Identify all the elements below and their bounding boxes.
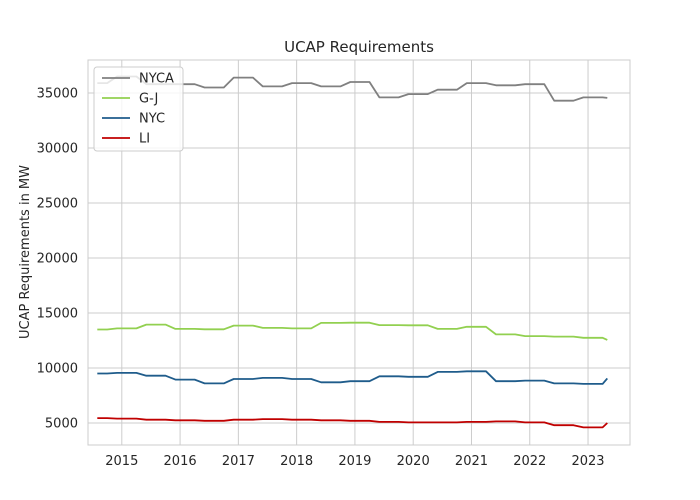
x-tick-label: 2016 [164,454,197,469]
series-line-nyc [97,370,608,385]
legend-entry: NYCA [139,72,174,87]
x-tick-label: 2023 [571,454,604,469]
x-tick-label: 2020 [397,454,430,469]
chart-title: UCAP Requirements [284,38,434,56]
x-tick-label: 2021 [455,454,488,469]
series-line-li [97,417,608,429]
legend-entry: G-J [139,92,158,107]
x-tick-label: 2017 [222,454,255,469]
x-tick-label: 2015 [105,454,138,469]
x-tick-label: 2018 [280,454,313,469]
legend-entry: NYC [139,112,165,127]
y-axis-label: UCAP Requirements in MW [18,165,33,339]
y-tick-label: 35000 [37,87,78,102]
y-tick-label: 10000 [37,362,78,377]
grid [88,60,630,445]
x-tick-label: 2022 [513,454,546,469]
y-tick-label: 15000 [37,307,78,322]
legend-box [93,66,184,152]
series-line-g-j [97,321,608,341]
y-tick-label: 25000 [37,197,78,212]
plot-frame [87,59,631,446]
y-axis-ticks: 5000 10000 15000 20000 25000 30000 35000 [37,87,78,432]
legend: NYCA G-J NYC LI [93,66,184,152]
x-axis-ticks: 2015 2016 2017 2018 2019 2020 2021 2022 2023 [105,454,604,469]
x-tick-label: 2019 [338,454,371,469]
legend-entry: LI [139,132,150,147]
y-tick-label: 20000 [37,252,78,267]
y-tick-label: 5000 [45,417,78,432]
y-tick-label: 30000 [37,142,78,157]
